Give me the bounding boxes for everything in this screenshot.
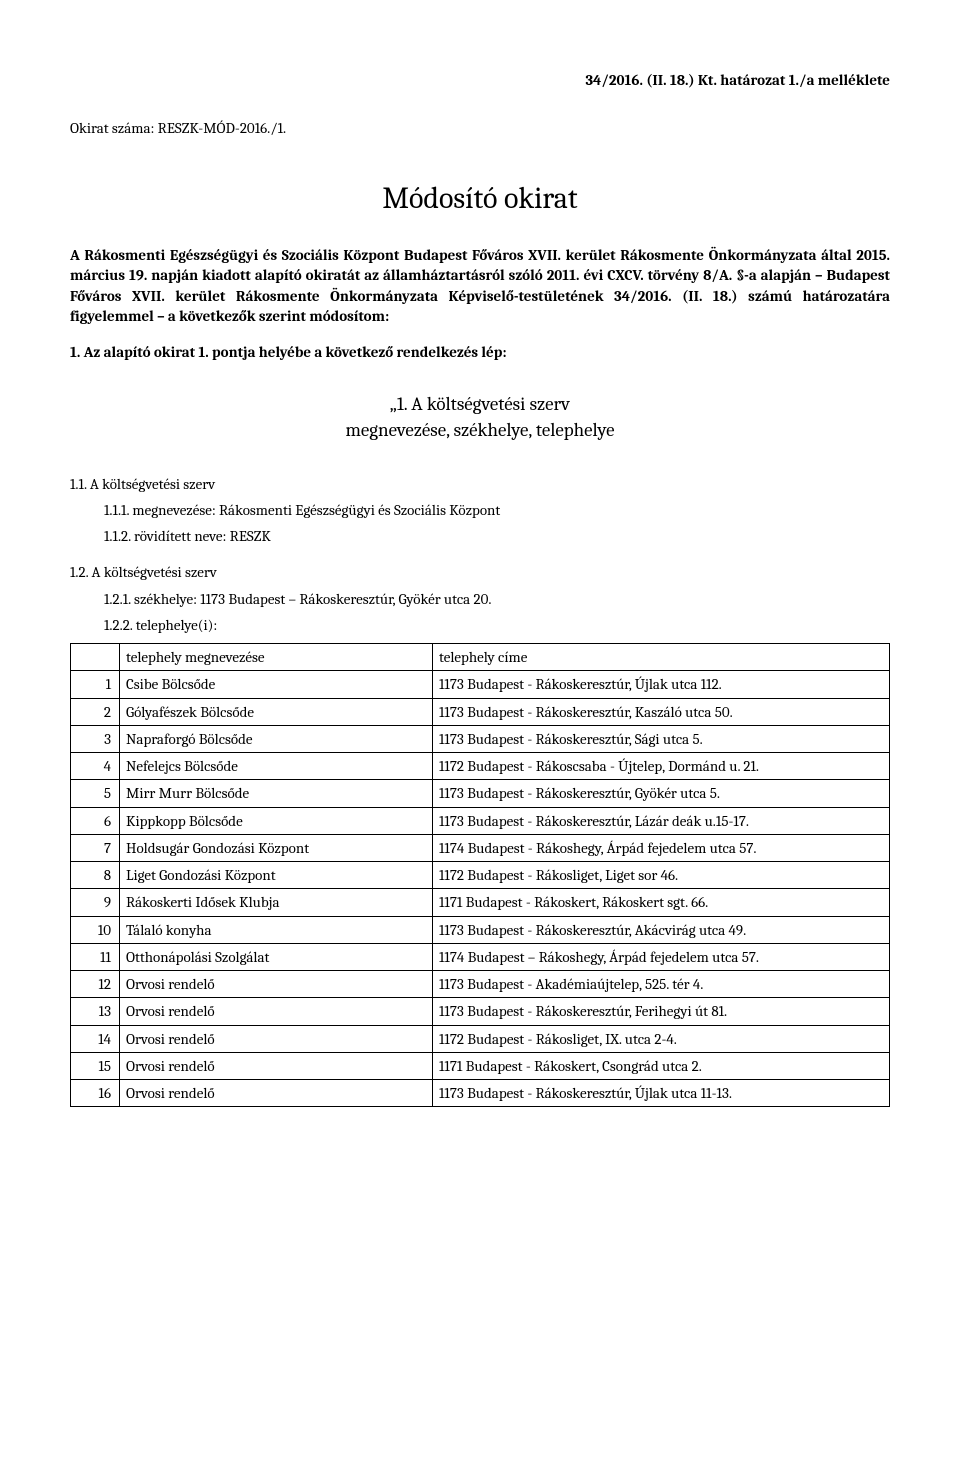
table-row: 5Mirr Murr Bölcsőde1173 Budapest - Rákos… bbox=[71, 780, 890, 807]
cell-num: 15 bbox=[71, 1052, 120, 1079]
table-row: 15Orvosi rendelő1171 Budapest - Rákosker… bbox=[71, 1052, 890, 1079]
cell-name: Liget Gondozási Központ bbox=[120, 862, 433, 889]
cell-name: Holdsugár Gondozási Központ bbox=[120, 834, 433, 861]
okirat-value: RESZK-MÓD-2016./1. bbox=[158, 119, 287, 137]
table-row: 4Nefelejcs Bölcsőde1172 Budapest - Rákos… bbox=[71, 753, 890, 780]
cell-name: Rákoskerti Idősek Klubja bbox=[120, 889, 433, 916]
cell-name: Orvosi rendelő bbox=[120, 998, 433, 1025]
item-1-2-1: 1.2.1. székhelye: 1173 Budapest – Rákosk… bbox=[104, 589, 890, 609]
item-1-1-2: 1.1.2. rövidített neve: RESZK bbox=[104, 526, 890, 546]
table-header-row: telephely megnevezése telephely címe bbox=[71, 644, 890, 671]
item-1-2: 1.2. A költségvetési szerv bbox=[70, 562, 890, 582]
section-1-heading: „1. A költségvetési szerv megnevezése, s… bbox=[70, 392, 890, 443]
cell-addr: 1173 Budapest - Rákoskeresztúr, Sági utc… bbox=[433, 725, 890, 752]
item-1-1-1: 1.1.1. megnevezése: Rákosmenti Egészségü… bbox=[104, 500, 890, 520]
cell-num: 4 bbox=[71, 753, 120, 780]
cell-name: Gólyafészek Bölcsőde bbox=[120, 698, 433, 725]
cell-addr: 1171 Budapest - Rákoskert, Rákoskert sgt… bbox=[433, 889, 890, 916]
cell-addr: 1172 Budapest - Rákosliget, Liget sor 46… bbox=[433, 862, 890, 889]
cell-num: 7 bbox=[71, 834, 120, 861]
table-row: 14Orvosi rendelő1172 Budapest - Rákoslig… bbox=[71, 1025, 890, 1052]
cell-addr: 1171 Budapest - Rákoskert, Csongrád utca… bbox=[433, 1052, 890, 1079]
cell-num: 8 bbox=[71, 862, 120, 889]
header-cell-addr: telephely címe bbox=[433, 644, 890, 671]
document-title: Módosító okirat bbox=[70, 179, 890, 220]
item-1-2-2: 1.2.2. telephelye(i): bbox=[104, 615, 890, 635]
cell-addr: 1173 Budapest - Akadémiaújtelep, 525. té… bbox=[433, 971, 890, 998]
cell-addr: 1172 Budapest - Rákoscsaba - Újtelep, Do… bbox=[433, 753, 890, 780]
table-row: 9Rákoskerti Idősek Klubja1171 Budapest -… bbox=[71, 889, 890, 916]
cell-addr: 1173 Budapest - Rákoskeresztúr, Akácvirá… bbox=[433, 916, 890, 943]
cell-num: 12 bbox=[71, 971, 120, 998]
table-row: 11Otthonápolási Szolgálat1174 Budapest –… bbox=[71, 943, 890, 970]
cell-num: 6 bbox=[71, 807, 120, 834]
document-number: Okirat száma: RESZK-MÓD-2016./1. bbox=[70, 118, 890, 138]
cell-num: 13 bbox=[71, 998, 120, 1025]
item-1-1: 1.1. A költségvetési szerv bbox=[70, 474, 890, 494]
cell-addr: 1172 Budapest - Rákosliget, IX. utca 2-4… bbox=[433, 1025, 890, 1052]
cell-addr: 1173 Budapest - Rákoskeresztúr, Újlak ut… bbox=[433, 1080, 890, 1107]
telephely-table: telephely megnevezése telephely címe 1Cs… bbox=[70, 643, 890, 1107]
table-row: 16Orvosi rendelő1173 Budapest - Rákosker… bbox=[71, 1080, 890, 1107]
cell-addr: 1173 Budapest - Rákoskeresztúr, Gyökér u… bbox=[433, 780, 890, 807]
cell-name: Nefelejcs Bölcsőde bbox=[120, 753, 433, 780]
cell-name: Orvosi rendelő bbox=[120, 1052, 433, 1079]
section-1-heading-line2: megnevezése, székhelye, telephelye bbox=[70, 418, 890, 444]
cell-name: Orvosi rendelő bbox=[120, 971, 433, 998]
cell-name: Csibe Bölcsőde bbox=[120, 671, 433, 698]
okirat-label: Okirat száma: bbox=[70, 119, 158, 137]
cell-num: 5 bbox=[71, 780, 120, 807]
table-row: 13Orvosi rendelő1173 Budapest - Rákosker… bbox=[71, 998, 890, 1025]
table-row: 3Napraforgó Bölcsőde1173 Budapest - Ráko… bbox=[71, 725, 890, 752]
cell-name: Orvosi rendelő bbox=[120, 1025, 433, 1052]
cell-num: 2 bbox=[71, 698, 120, 725]
table-row: 7Holdsugár Gondozási Központ1174 Budapes… bbox=[71, 834, 890, 861]
table-row: 1Csibe Bölcsőde1173 Budapest - Rákoskere… bbox=[71, 671, 890, 698]
table-row: 2Gólyafészek Bölcsőde1173 Budapest - Rák… bbox=[71, 698, 890, 725]
cell-name: Tálaló konyha bbox=[120, 916, 433, 943]
cell-name: Napraforgó Bölcsőde bbox=[120, 725, 433, 752]
cell-addr: 1173 Budapest - Rákoskeresztúr, Kaszáló … bbox=[433, 698, 890, 725]
cell-addr: 1173 Budapest - Rákoskeresztúr, Lázár de… bbox=[433, 807, 890, 834]
cell-addr: 1174 Budapest - Rákoshegy, Árpád fejedel… bbox=[433, 834, 890, 861]
cell-name: Orvosi rendelő bbox=[120, 1080, 433, 1107]
table-row: 12Orvosi rendelő1173 Budapest - Akadémia… bbox=[71, 971, 890, 998]
table-row: 6Kippkopp Bölcsőde1173 Budapest - Rákosk… bbox=[71, 807, 890, 834]
header-cell-name: telephely megnevezése bbox=[120, 644, 433, 671]
table-row: 8Liget Gondozási Központ1172 Budapest - … bbox=[71, 862, 890, 889]
cell-num: 14 bbox=[71, 1025, 120, 1052]
cell-name: Otthonápolási Szolgálat bbox=[120, 943, 433, 970]
para-1: 1. Az alapító okirat 1. pontja helyébe a… bbox=[70, 342, 890, 362]
cell-num: 9 bbox=[71, 889, 120, 916]
header-reference: 34/2016. (II. 18.) Kt. határozat 1./a me… bbox=[70, 70, 890, 90]
cell-num: 10 bbox=[71, 916, 120, 943]
cell-num: 11 bbox=[71, 943, 120, 970]
cell-num: 1 bbox=[71, 671, 120, 698]
cell-name: Kippkopp Bölcsőde bbox=[120, 807, 433, 834]
table-row: 10Tálaló konyha1173 Budapest - Rákoskere… bbox=[71, 916, 890, 943]
cell-name: Mirr Murr Bölcsőde bbox=[120, 780, 433, 807]
header-cell-num bbox=[71, 644, 120, 671]
cell-addr: 1174 Budapest – Rákoshegy, Árpád fejedel… bbox=[433, 943, 890, 970]
cell-num: 3 bbox=[71, 725, 120, 752]
section-1-heading-line1: „1. A költségvetési szerv bbox=[70, 392, 890, 418]
cell-addr: 1173 Budapest - Rákoskeresztúr, Újlak ut… bbox=[433, 671, 890, 698]
cell-addr: 1173 Budapest - Rákoskeresztúr, Ferihegy… bbox=[433, 998, 890, 1025]
cell-num: 16 bbox=[71, 1080, 120, 1107]
intro-paragraph: A Rákosmenti Egészségügyi és Szociális K… bbox=[70, 245, 890, 326]
